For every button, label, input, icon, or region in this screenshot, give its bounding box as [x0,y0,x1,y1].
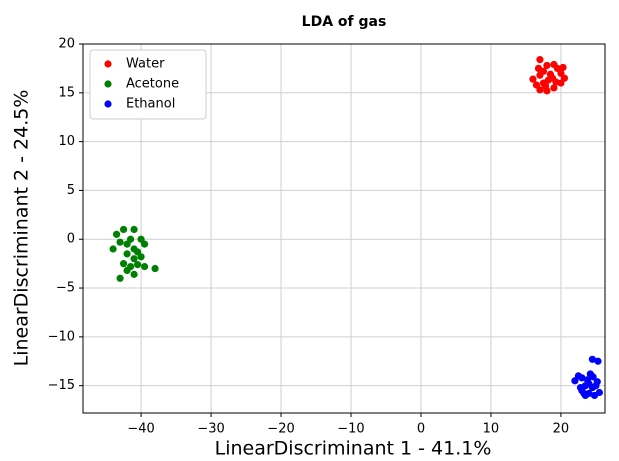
y-axis-label: LinearDiscriminant 2 - 24.5% [11,90,33,367]
point [578,374,586,382]
point [133,261,142,269]
y-tick-label: −10 [48,329,75,344]
x-tick-label: 10 [483,422,500,437]
point [126,262,135,271]
y-tick-label: −5 [56,281,75,296]
legend-label: Ethanol [126,97,175,112]
y-tick-label: 15 [58,85,75,100]
y-tick-label: 10 [58,134,75,149]
y-tick-label: 20 [58,37,75,52]
point [116,238,124,246]
point [109,245,117,253]
point [130,245,138,253]
point [559,63,567,72]
x-tick-label: −10 [337,422,364,437]
y-tick-label: 0 [67,232,75,247]
point [140,240,149,248]
point [550,84,558,92]
point [576,384,585,392]
x-tick-label: 20 [553,422,570,437]
point [588,355,597,363]
legend-marker [104,80,112,88]
x-tick-label: −30 [197,422,224,437]
point [123,240,131,248]
point [593,378,601,386]
point [119,225,128,234]
x-tick-label: 0 [417,422,425,437]
point [137,253,145,261]
point [541,82,550,90]
legend-box [89,49,207,120]
x-tick-label: −20 [267,422,294,437]
point [580,389,588,398]
legend-marker [104,60,112,68]
plot-frame [82,43,606,414]
point [130,225,138,234]
legend-label: Water [126,57,165,72]
point [151,264,159,273]
point [536,56,544,64]
point [130,255,138,263]
point [112,230,121,238]
point [583,376,592,384]
point [589,373,597,381]
x-tick-label: −40 [127,422,154,437]
y-tick-label: 5 [67,183,75,198]
chart-title: LDA of gas [302,14,387,30]
point [536,86,544,94]
legend-label: Acetone [126,77,179,92]
y-tick-label: −15 [48,378,75,393]
point [119,260,128,268]
point [594,357,602,365]
legend-marker [104,100,112,108]
point [140,262,149,271]
point [529,75,537,83]
point [595,388,604,397]
point [534,64,543,73]
point [116,274,124,282]
point [552,78,560,86]
x-axis-label: LinearDiscriminant 1 - 41.1% [215,438,492,460]
point [543,61,551,70]
point [130,270,138,278]
point [123,250,131,258]
